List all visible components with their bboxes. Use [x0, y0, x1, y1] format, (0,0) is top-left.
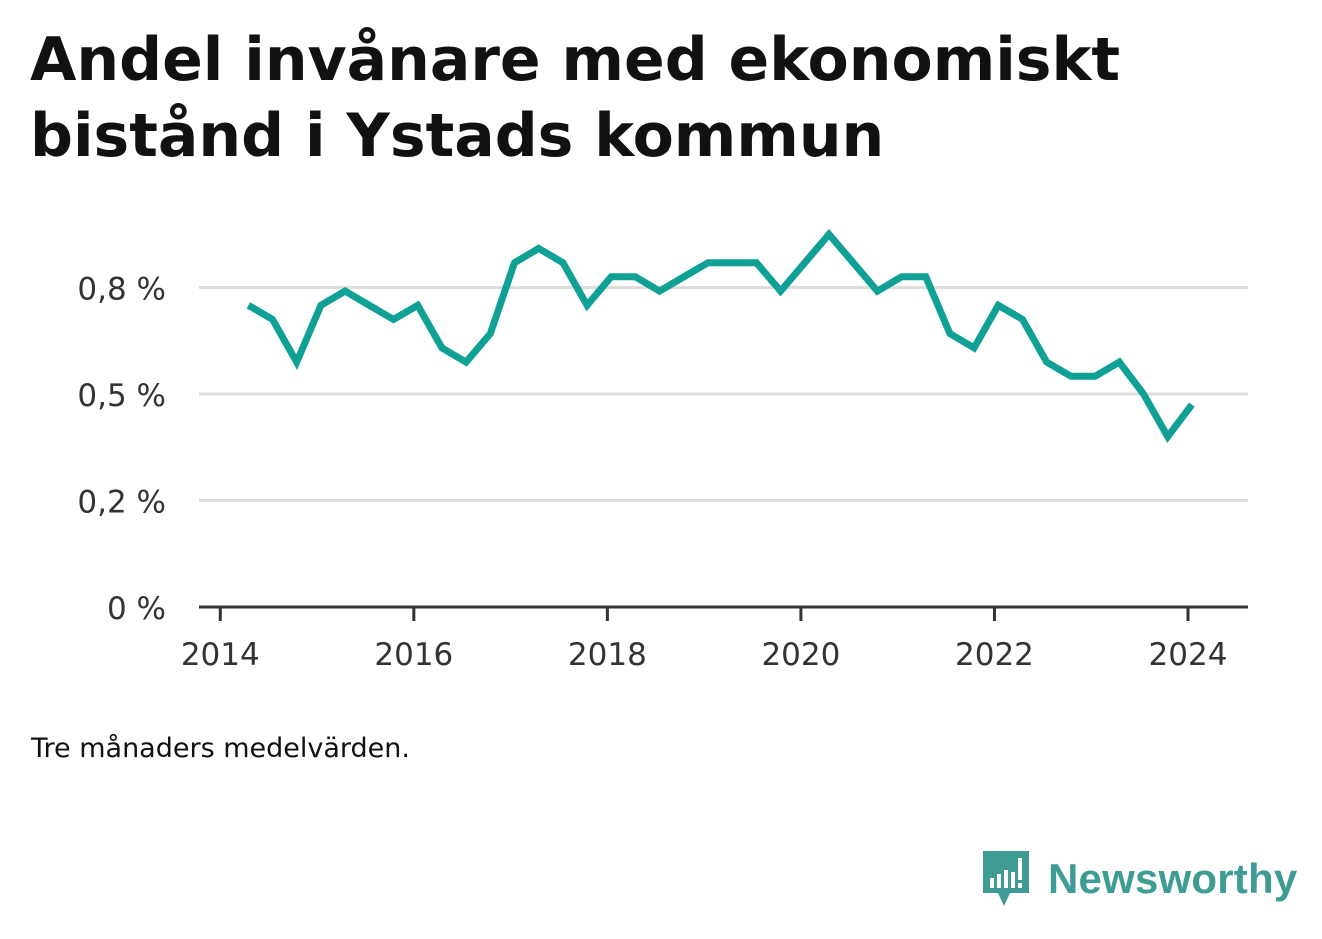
y-tick-label: 0,8 %	[77, 272, 166, 308]
x-tick-label: 2018	[568, 637, 647, 673]
y-tick-label: 0,2 %	[77, 485, 166, 521]
gridlines	[199, 286, 1248, 502]
y-tick-label: 0,5 %	[77, 378, 166, 414]
y-tick-label: 0 %	[107, 591, 166, 627]
x-tick-label: 2016	[374, 637, 453, 673]
x-tick-label: 2014	[181, 637, 260, 673]
newsworthy-bar-chart-icon	[983, 851, 1029, 906]
x-tick-label: 2020	[761, 637, 840, 673]
x-tick-label: 2024	[1149, 637, 1228, 673]
x-tick-label: 2022	[955, 637, 1034, 673]
series-layer	[246, 228, 1195, 443]
brand-name: Newsworthy	[1048, 855, 1298, 902]
brand-logo[interactable]: Newsworthy	[980, 848, 1297, 910]
series-line	[246, 228, 1195, 443]
chart-title: Andel invånare med ekonomiskt bistånd i …	[30, 25, 1121, 171]
x-axis-tick-labels: 2014 2016 2018 2020 2022 2024	[181, 637, 1228, 673]
x-axis	[199, 605, 1248, 621]
y-axis-tick-labels: 0 % 0,2 % 0,5 % 0,8 %	[77, 272, 166, 628]
chart-footnote: Tre månaders medelvärden.	[31, 733, 410, 764]
